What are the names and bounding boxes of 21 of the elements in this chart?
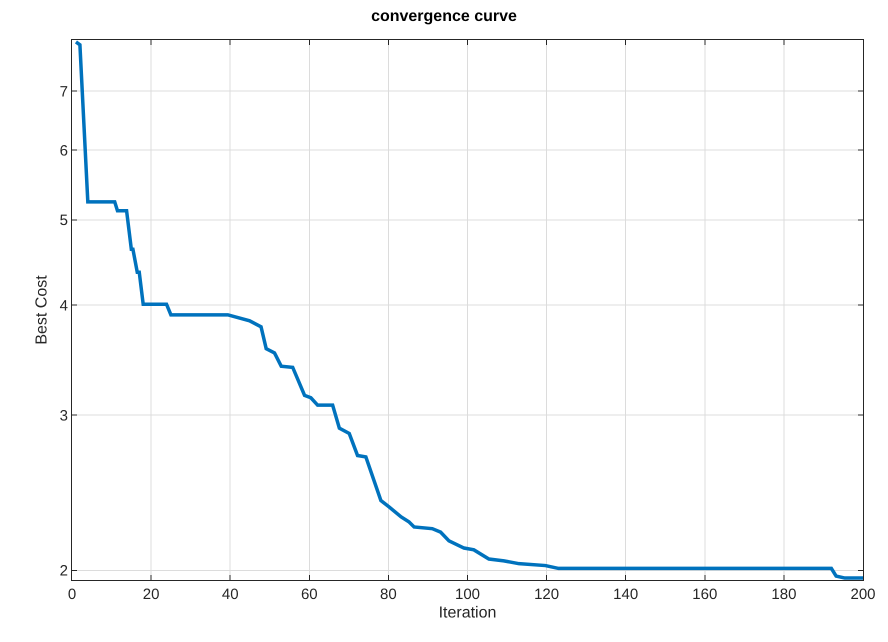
x-axis-title: Iteration (438, 604, 496, 622)
x-tick-label: 80 (380, 586, 397, 603)
y-tick-label: 5 (60, 212, 68, 230)
x-tick-label: 180 (771, 586, 796, 603)
x-tick-label: 60 (300, 586, 318, 603)
x-tick-label: 160 (692, 586, 718, 603)
y-tick-label: 2 (60, 562, 68, 580)
y-tick-label: 7 (60, 83, 68, 100)
x-tick-label: 200 (850, 586, 876, 603)
x-tick-label: 20 (142, 586, 160, 603)
y-axis-title: Best Cost (34, 274, 51, 345)
x-tick-label: 140 (613, 586, 638, 603)
x-tick-label: 0 (68, 586, 76, 603)
y-tick-label: 6 (60, 142, 68, 160)
x-tick-label: 100 (454, 586, 480, 603)
y-tick-label: 3 (60, 407, 68, 424)
x-tick-label: 40 (222, 586, 239, 603)
x-tick-label: 120 (534, 586, 560, 603)
line-series (74, 40, 863, 580)
chart-title: convergence curve (371, 8, 518, 25)
y-tick-label: 4 (60, 297, 68, 314)
